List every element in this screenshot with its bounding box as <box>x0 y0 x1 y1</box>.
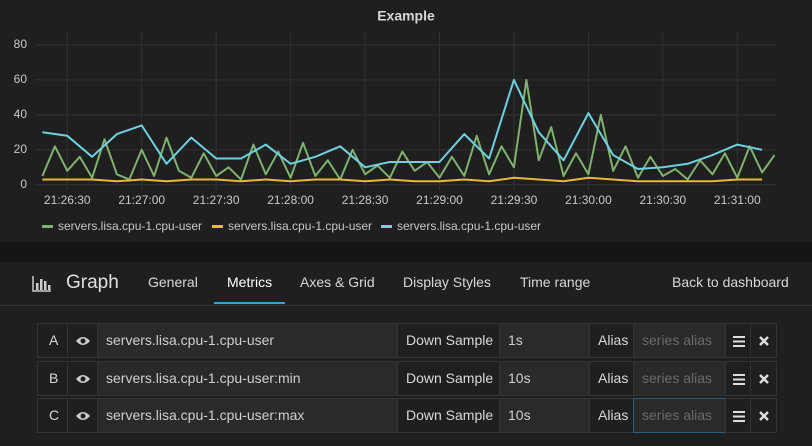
alias-input[interactable]: series alias <box>633 323 726 358</box>
sample-label: Down Sample <box>397 323 500 358</box>
y-tick-label: 20 <box>14 142 28 156</box>
close-icon <box>759 336 769 346</box>
alias-input[interactable]: series alias <box>633 398 726 433</box>
legend-swatch <box>381 225 392 228</box>
menu-icon <box>733 374 745 385</box>
x-tick-label: 21:30:00 <box>565 193 612 207</box>
sample-label: Down Sample <box>397 398 500 433</box>
menu-icon <box>733 411 745 422</box>
alias-label: Alias <box>589 361 634 396</box>
remove-button[interactable] <box>750 398 777 433</box>
editor-panel: Graph General Metrics Axes & Grid Displa… <box>0 262 812 446</box>
tab[interactable]: Axes & Grid <box>300 274 375 290</box>
legend-label: servers.lisa.cpu-1.cpu-user <box>58 219 202 233</box>
sample-input[interactable]: 1s <box>499 323 590 358</box>
alias-input[interactable]: series alias <box>633 361 726 396</box>
tab[interactable]: Metrics <box>227 274 273 290</box>
chart-title: Example <box>377 8 435 24</box>
back-link[interactable]: Back to dashboard <box>672 274 789 290</box>
graph-icon <box>32 276 51 292</box>
series-line <box>42 176 763 183</box>
legend-label: servers.lisa.cpu-1.cpu-user <box>228 219 372 233</box>
remove-button[interactable] <box>750 361 777 396</box>
target-input[interactable]: servers.lisa.cpu-1.cpu-user:max <box>97 398 398 433</box>
series-line <box>42 78 763 170</box>
x-tick-label: 21:31:00 <box>714 193 761 207</box>
alias-label: Alias <box>589 323 634 358</box>
legend-swatch <box>212 225 223 228</box>
menu-icon <box>733 336 745 347</box>
tab[interactable]: Time range <box>520 274 591 290</box>
chart: Example 0 20 40 60 80 21:26:30 21:27:00 21:27:3… <box>0 0 812 242</box>
eye-toggle[interactable] <box>67 323 98 358</box>
y-tick-label: 60 <box>14 72 28 86</box>
close-icon <box>759 374 769 384</box>
x-tick-label: 21:29:00 <box>416 193 463 207</box>
menu-button[interactable] <box>725 361 751 396</box>
tab[interactable]: Display Styles <box>403 274 491 290</box>
tab-bar: Graph General Metrics Axes & Grid Displa… <box>0 262 812 306</box>
y-tick-label: 0 <box>20 177 27 191</box>
eye-icon <box>76 412 90 420</box>
target-input[interactable]: servers.lisa.cpu-1.cpu-user:min <box>97 361 398 396</box>
x-tick-label: 21:29:30 <box>491 193 538 207</box>
x-tick-label: 21:30:30 <box>639 193 686 207</box>
x-tick-label: 21:28:00 <box>267 193 314 207</box>
sample-input[interactable]: 10s <box>499 361 590 396</box>
alias-label: Alias <box>589 398 634 433</box>
eye-toggle[interactable] <box>67 361 98 396</box>
sample-input[interactable]: 10s <box>499 398 590 433</box>
tab[interactable]: General <box>148 274 198 290</box>
y-tick-label: 40 <box>14 107 28 121</box>
row-letter: B <box>37 361 68 396</box>
legend-label: servers.lisa.cpu-1.cpu-user <box>397 219 541 233</box>
eye-toggle[interactable] <box>67 398 98 433</box>
eye-icon <box>76 337 90 345</box>
row-letter: C <box>37 398 68 433</box>
sample-label: Down Sample <box>397 361 500 396</box>
menu-button[interactable] <box>725 323 751 358</box>
remove-button[interactable] <box>750 323 777 358</box>
close-icon <box>759 411 769 421</box>
target-input[interactable]: servers.lisa.cpu-1.cpu-user <box>97 323 398 358</box>
series-line <box>41 78 776 181</box>
x-tick-label: 21:28:30 <box>342 193 389 207</box>
active-tab-underline <box>214 302 285 304</box>
menu-button[interactable] <box>725 398 751 433</box>
x-tick-label: 21:27:30 <box>193 193 240 207</box>
x-tick-label: 21:27:00 <box>118 193 165 207</box>
eye-icon <box>76 375 90 383</box>
panel-title: Graph <box>66 272 119 293</box>
y-tick-label: 80 <box>14 37 28 51</box>
x-tick-label: 21:26:30 <box>44 193 91 207</box>
legend-swatch <box>42 225 53 228</box>
row-letter: A <box>37 323 68 358</box>
